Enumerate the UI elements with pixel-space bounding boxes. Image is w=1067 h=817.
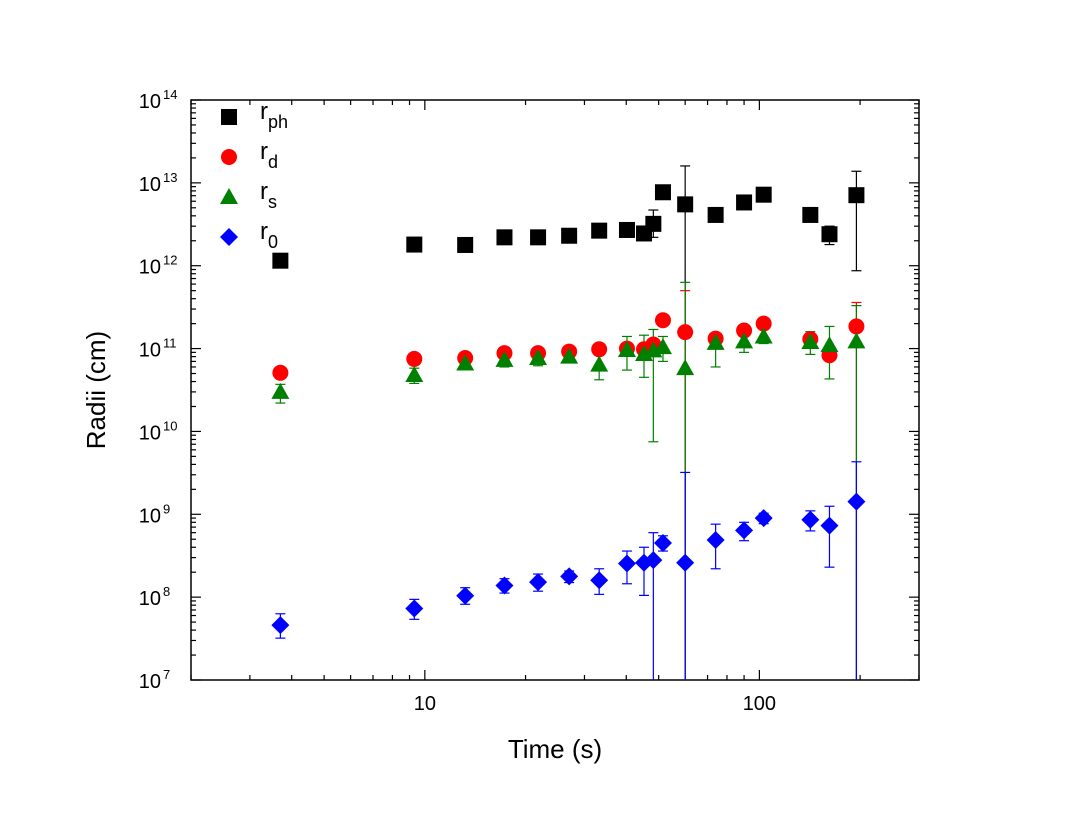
y-tick-label: 10 12 [139,253,178,279]
point-rd [848,318,865,335]
y-tick-label: 10 13 [139,170,178,196]
point-rph [677,196,694,213]
point-r0 [560,567,579,586]
y-tick-label: 10 11 [139,336,177,362]
legend-marker-rd [221,149,237,165]
y-axis-title: Radii (cm) [81,331,111,449]
data-markers [271,184,866,635]
legend-label-r0: r0 [260,218,278,252]
x-tick-label: 100 [743,693,776,715]
point-rph [406,236,423,253]
point-rph [707,206,724,223]
point-r0 [754,509,773,528]
point-rs [754,327,773,344]
plot-frame [190,99,920,681]
point-r0 [617,554,636,573]
point-r0 [676,553,695,572]
point-rs [735,332,754,349]
point-r0 [644,551,663,570]
point-rs [560,347,579,364]
legend-marker-r0 [220,228,238,246]
legend-label-rph: rph [260,98,288,132]
point-rph [645,215,662,232]
point-rd [591,341,608,358]
point-rph [848,187,865,204]
legend: rph rd rs r0 [220,98,288,252]
legend-label-rs: rs [260,178,277,212]
point-rs [495,350,514,367]
point-r0 [801,510,820,529]
legend-marker-rs [220,188,238,204]
point-rs [676,359,695,376]
point-r0 [847,492,866,511]
point-r0 [529,573,548,592]
point-rph [618,221,635,238]
point-rs [801,333,820,350]
point-rs [617,341,636,358]
point-rd [406,350,423,367]
point-rd [272,364,289,381]
point-rs [820,336,839,353]
point-r0 [820,516,839,535]
point-rd [654,312,671,329]
point-r0 [735,521,754,540]
y-tick-label: 10 8 [139,584,170,610]
point-r0 [590,571,609,590]
y-tick-label: 10 9 [139,501,170,527]
point-rph [591,222,608,239]
point-rph [755,186,772,203]
point-rs [706,333,725,350]
point-rph [457,236,474,253]
point-rs [271,382,290,399]
point-r0 [706,530,725,549]
legend-marker-rph [221,109,237,125]
y-tick-label: 10 7 [139,667,170,693]
point-rs [847,332,866,349]
point-rs [653,338,672,355]
point-rd [755,315,772,332]
point-r0 [271,616,290,635]
point-rs [456,354,475,371]
point-rph [561,227,578,244]
y-tick-label: 10 10 [139,418,178,444]
point-rph [496,229,513,246]
x-tick-label: 10 [414,693,436,715]
point-r0 [495,576,514,595]
point-r0 [405,599,424,618]
y-tick-label: 10 14 [139,87,178,113]
point-rph [802,206,819,223]
point-rph [736,194,753,211]
point-rd [736,322,753,339]
point-rph [821,226,838,243]
point-rph [272,252,289,269]
x-axis-title: Time (s) [508,734,602,764]
point-rs [529,348,548,365]
point-rph [654,184,671,201]
legend-label-rd: rd [260,138,278,172]
point-rs [405,365,424,382]
point-rs [590,355,609,372]
point-r0 [653,534,672,553]
point-rd [677,324,694,341]
point-r0 [456,586,475,605]
point-rph [530,229,547,246]
